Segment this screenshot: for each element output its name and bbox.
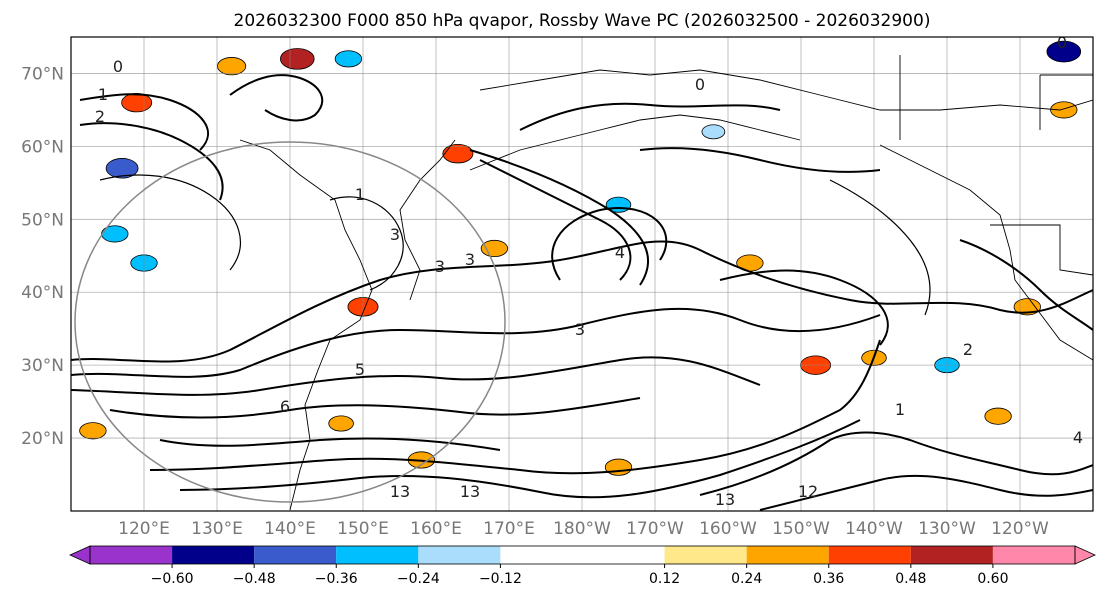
lon-tick-label: 120°E — [118, 519, 170, 539]
contour-label: 12 — [798, 482, 818, 501]
colorbar-tick-label: 0.12 — [649, 571, 680, 587]
lon-tick-label: 150°W — [772, 519, 830, 539]
colorbar-bin — [992, 546, 1075, 564]
coastlines — [239, 55, 1093, 511]
colorbar-tick-label: −0.24 — [397, 571, 440, 587]
lat-tick-label: 70°N — [21, 64, 64, 84]
contour-label: 2 — [963, 340, 973, 359]
anomaly-patch — [480, 239, 509, 258]
contour-label: 13 — [460, 482, 480, 501]
anomaly-patch — [279, 48, 315, 70]
anomaly-patch — [217, 57, 247, 76]
contour-label: 1 — [895, 400, 905, 419]
anomaly-patch — [442, 143, 474, 164]
colorbar-over-triangle — [1074, 545, 1096, 565]
colorbar-bin — [172, 546, 255, 564]
anomaly-patch — [121, 92, 153, 113]
anomaly-patch — [334, 50, 363, 68]
reference-circle — [74, 141, 506, 503]
lat-tick-label: 50°N — [21, 210, 64, 230]
colorbar-bin — [418, 546, 501, 564]
anomaly-patch — [105, 158, 139, 179]
lat-axis: 20°N 30°N 40°N 50°N 60°N 70°N — [21, 64, 64, 449]
contour-lines — [71, 74, 1093, 511]
contour-label: 3 — [575, 320, 585, 339]
anomaly-patch — [328, 415, 354, 432]
anomaly-patch — [1046, 40, 1082, 63]
lon-tick-label: 120°W — [991, 519, 1049, 539]
colorbar-tick-label: 0.48 — [895, 571, 926, 587]
contour-label: 6 — [280, 397, 290, 416]
contour-label: 3 — [465, 250, 475, 269]
colorbar-tick-label: 0.60 — [977, 571, 1008, 587]
lon-tick-label: 160°W — [699, 519, 757, 539]
contour-label: 4 — [615, 243, 625, 262]
lon-tick-label: 170°E — [483, 519, 535, 539]
anomaly-patch — [1050, 101, 1078, 119]
lon-tick-label: 130°W — [918, 519, 976, 539]
lon-tick-label: 180°W — [553, 519, 611, 539]
anomaly-patch — [604, 458, 633, 476]
colorbar: −0.60 −0.48 −0.36 −0.24 −0.12 0.12 0.24 0.36 0.4… — [69, 545, 1096, 587]
colorbar-tick-label: −0.48 — [233, 571, 276, 587]
colorbar-bin — [664, 546, 747, 564]
lon-tick-label: 130°E — [191, 519, 243, 539]
contour-label: 0 — [1057, 33, 1067, 52]
anomaly-patch — [984, 407, 1012, 425]
contour-label: 0 — [695, 75, 705, 94]
lat-tick-label: 40°N — [21, 283, 64, 303]
lat-tick-label: 20°N — [21, 429, 64, 449]
contour-label: 4 — [1073, 428, 1083, 447]
contour-label: 13 — [715, 490, 735, 509]
chart-title: 2026032300 F000 850 hPa qvapor, Rossby W… — [234, 11, 931, 31]
contour-label: 13 — [390, 482, 410, 501]
colorbar-bin — [500, 546, 665, 564]
contour-label: 1 — [98, 85, 108, 104]
lon-tick-label: 170°W — [626, 519, 684, 539]
colorbar-frame — [89, 545, 1076, 565]
anomaly-patch — [101, 225, 129, 243]
lat-tick-label: 30°N — [21, 356, 64, 376]
lon-axis: 120°E 130°E 140°E 150°E 160°E 170°E 180°W 170°W… — [118, 519, 1049, 539]
lon-tick-label: 140°E — [264, 519, 316, 539]
contour-label: 1 — [355, 185, 365, 204]
contour-label: 2 — [95, 107, 105, 126]
contour-label: 3 — [390, 225, 400, 244]
lon-tick-label: 140°W — [845, 519, 903, 539]
colorbar-bin — [828, 546, 911, 564]
anomaly-patch — [701, 124, 726, 140]
map-frame — [70, 36, 1094, 512]
colorbar-tick-label: −0.12 — [479, 571, 522, 587]
lat-tick-label: 60°N — [21, 137, 64, 157]
colorbar-bin — [746, 546, 829, 564]
colorbar-tick-label: 0.24 — [731, 571, 762, 587]
colorbar-bin — [90, 546, 173, 564]
contour-label: 0 — [113, 57, 123, 76]
anomaly-patch — [79, 422, 107, 440]
colorbar-under-triangle — [69, 545, 91, 565]
lon-tick-label: 160°E — [410, 519, 462, 539]
contour-label: 3 — [435, 257, 445, 276]
colorbar-bin — [336, 546, 419, 564]
contour-label: 5 — [355, 360, 365, 379]
colorbar-tick-label: 0.36 — [813, 571, 844, 587]
lon-tick-label: 150°E — [337, 519, 389, 539]
colorbar-bin — [910, 546, 993, 564]
colorbar-tick-label: −0.36 — [315, 571, 358, 587]
colorbar-bin — [254, 546, 337, 564]
colorbar-tick-label: −0.60 — [151, 571, 194, 587]
